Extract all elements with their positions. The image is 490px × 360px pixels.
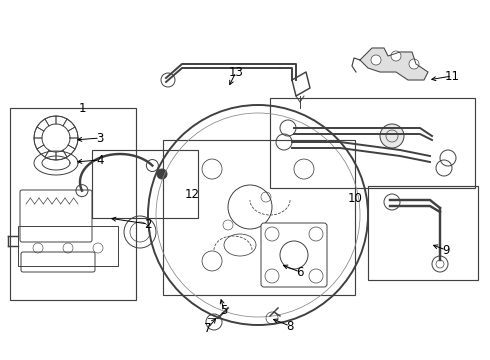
Circle shape [157,169,167,179]
Text: 6: 6 [296,266,304,279]
Bar [368,186,478,280]
Circle shape [202,159,222,179]
Bar [10,108,136,300]
Circle shape [391,51,401,61]
Bar [270,98,475,188]
Circle shape [265,227,279,241]
Text: 5: 5 [220,303,228,316]
Text: 12: 12 [185,188,199,201]
Circle shape [309,227,323,241]
Circle shape [409,59,419,69]
Circle shape [309,269,323,283]
Circle shape [202,251,222,271]
Text: 3: 3 [97,131,104,144]
Text: 2: 2 [144,217,152,230]
Text: 1: 1 [78,102,86,114]
Circle shape [265,269,279,283]
Text: 8: 8 [286,320,294,333]
FancyBboxPatch shape [261,223,327,287]
Bar [163,140,355,295]
Circle shape [380,124,404,148]
Polygon shape [360,48,428,80]
Text: 9: 9 [442,243,450,256]
Bar [92,150,198,218]
Text: 10: 10 [347,192,363,204]
Text: 7: 7 [204,321,212,334]
Bar [18,226,118,266]
Text: 11: 11 [444,69,460,82]
Circle shape [371,55,381,65]
Circle shape [280,241,308,269]
Text: 13: 13 [228,66,244,78]
Circle shape [294,251,314,271]
Text: 4: 4 [96,153,104,166]
Circle shape [294,159,314,179]
